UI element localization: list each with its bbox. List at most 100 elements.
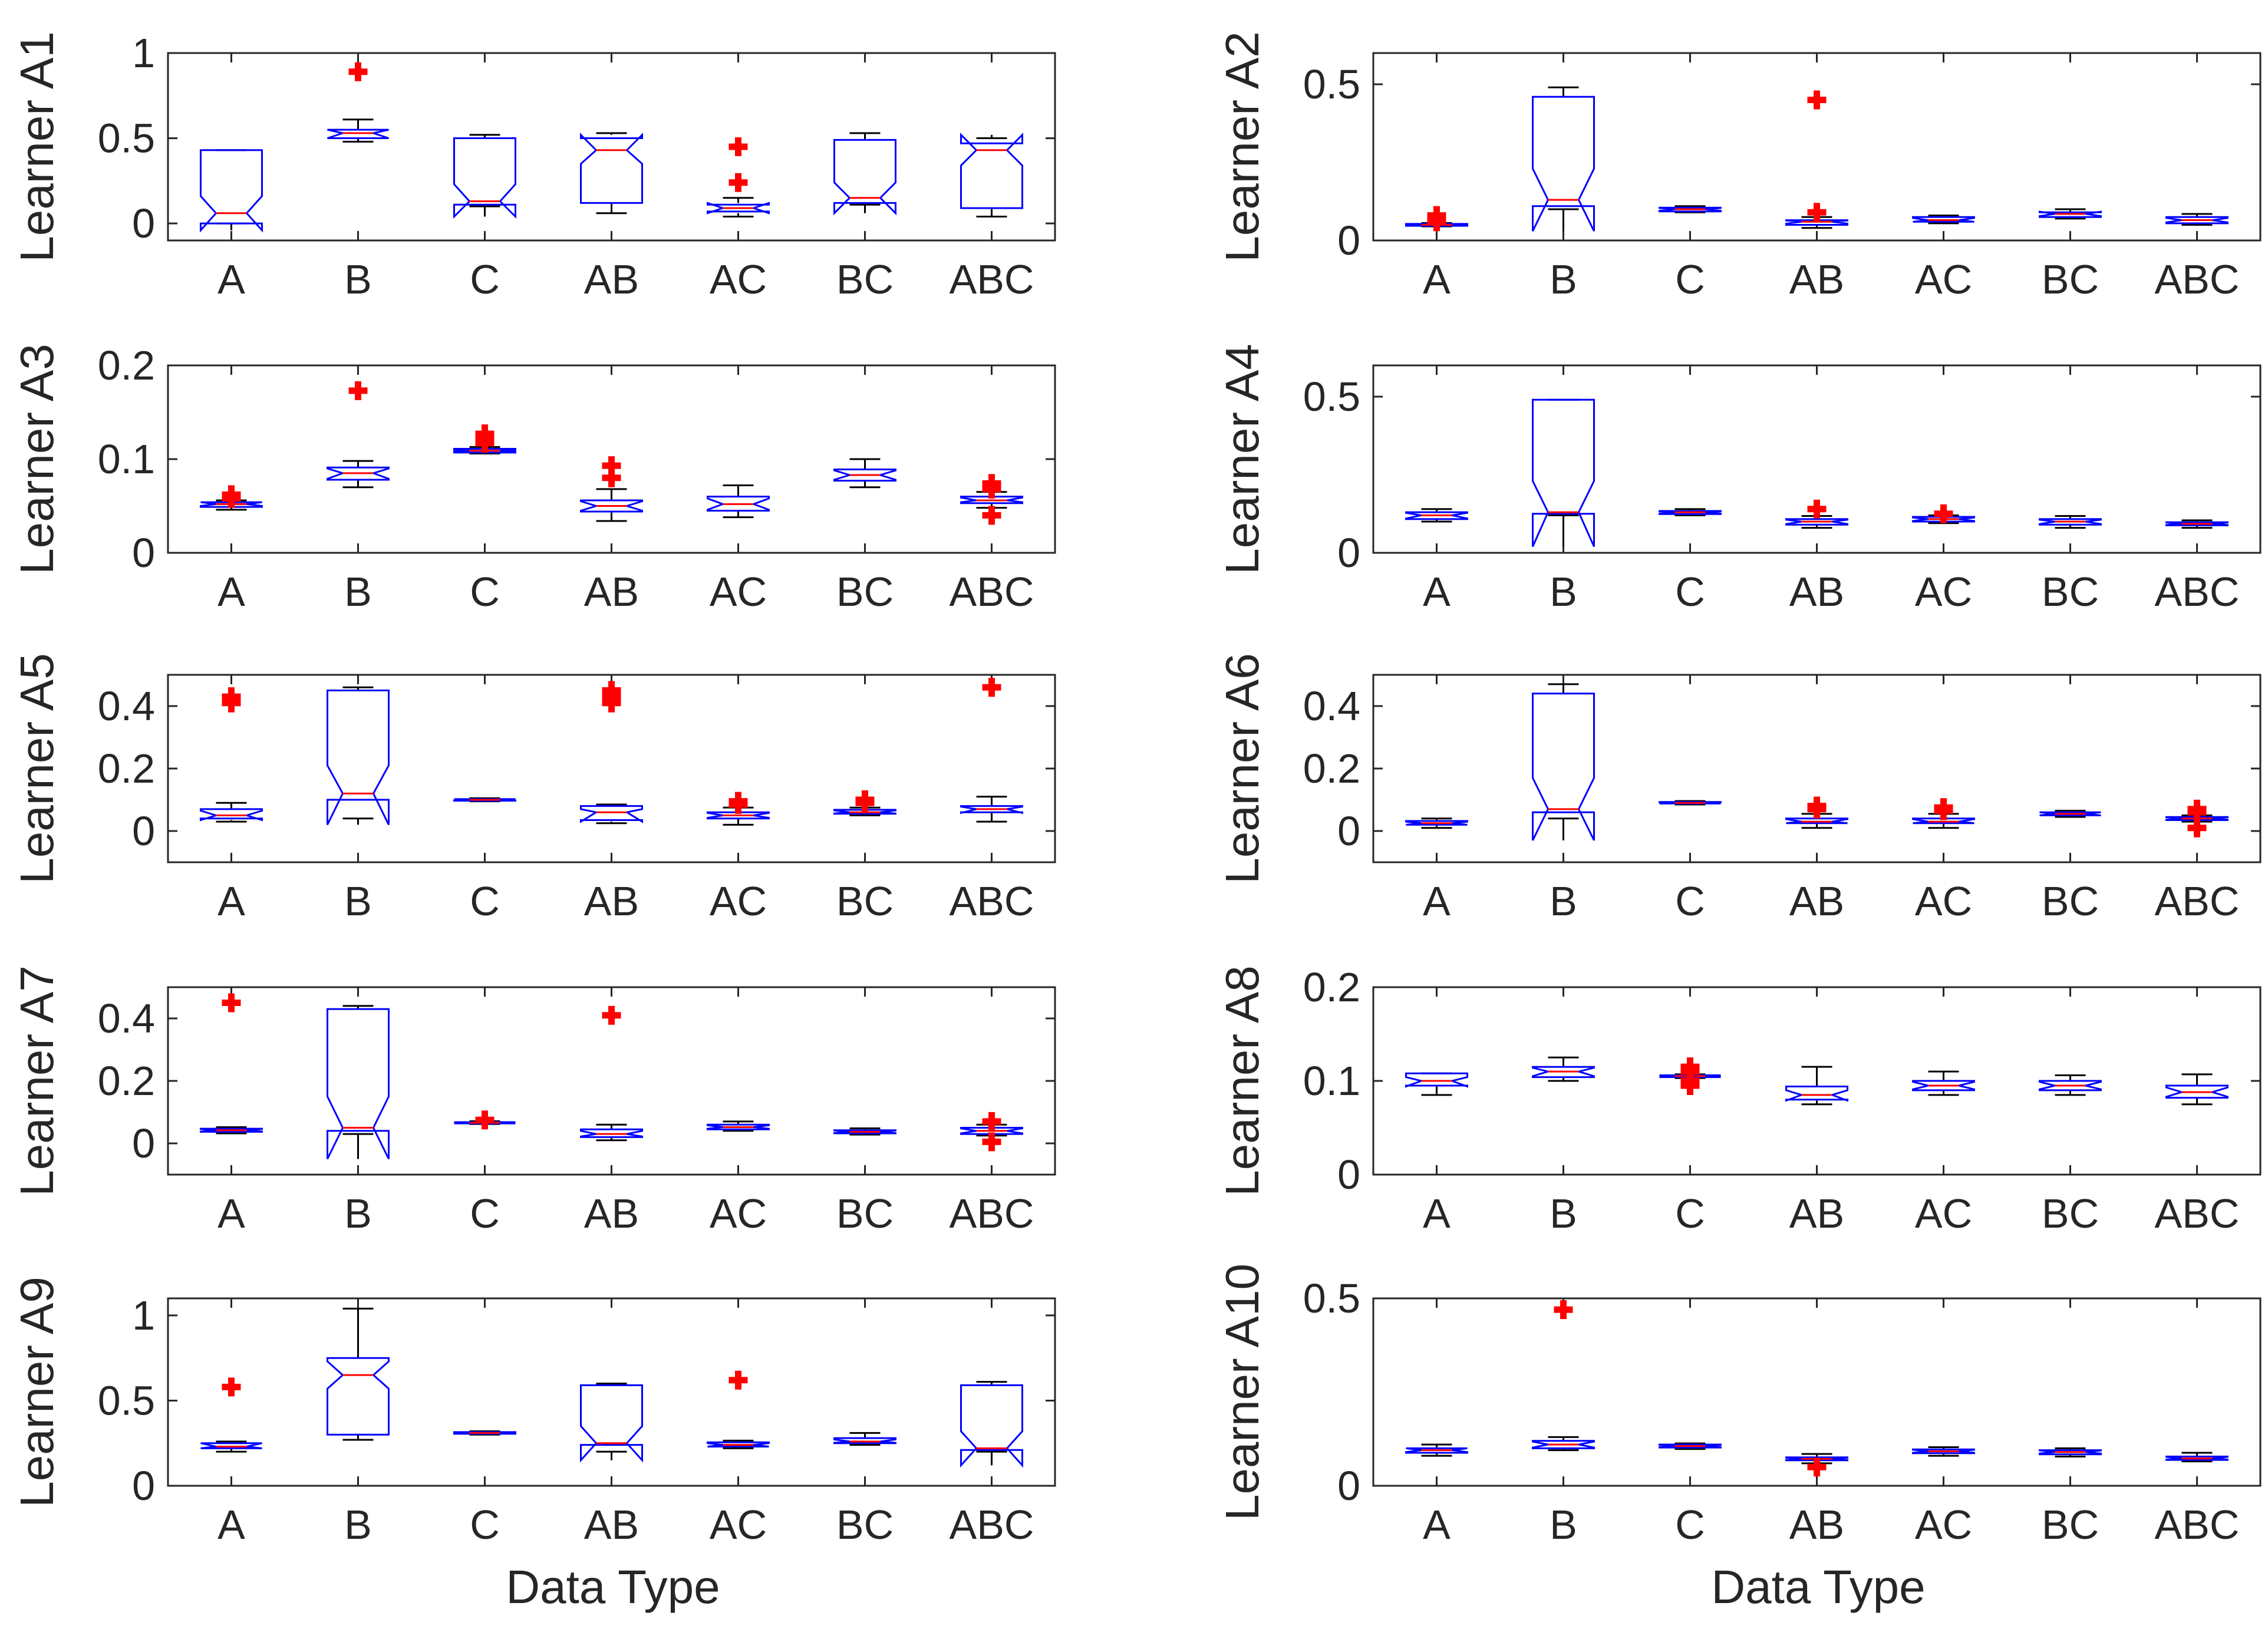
- notched-box: [327, 1357, 390, 1436]
- y-axis-label: Learner A4: [1216, 344, 1268, 574]
- x-tick-label: AB: [584, 878, 639, 924]
- x-tick-label: B: [1550, 878, 1577, 924]
- outlier-marker: [728, 1370, 748, 1390]
- notched-box: [327, 1008, 390, 1160]
- y-tick-label: 0.1: [1303, 1058, 1360, 1104]
- x-tick-label: BC: [2042, 1191, 2099, 1236]
- notched-box: [200, 1127, 263, 1133]
- outlier-marker: [1427, 206, 1446, 225]
- outlier-marker: [1807, 1457, 1827, 1477]
- notched-box: [1405, 1447, 1468, 1454]
- x-tick-label: A: [1423, 1502, 1451, 1548]
- outlier-marker: [222, 993, 241, 1013]
- x-tick-label: C: [470, 1502, 500, 1548]
- y-axis-label: Learner A3: [11, 344, 63, 574]
- notched-box: [580, 499, 643, 513]
- notched-box: [2165, 1455, 2229, 1461]
- x-tick-label: AC: [1915, 878, 1972, 924]
- outlier-marker: [982, 506, 1001, 525]
- outlier-marker: [728, 792, 748, 811]
- y-tick-label: 0: [1337, 530, 1360, 576]
- outlier-marker: [982, 1112, 1001, 1131]
- y-tick-label: 0: [1337, 1463, 1360, 1509]
- notched-box: [1532, 1066, 1595, 1079]
- y-tick-label: 1: [132, 1292, 155, 1338]
- y-axis-label: Learner A9: [11, 1277, 63, 1507]
- x-tick-label: B: [344, 878, 372, 924]
- outlier-marker: [982, 678, 1001, 697]
- outlier-marker: [348, 62, 368, 81]
- x-axis-label-right: Data Type: [1711, 1561, 1925, 1613]
- x-tick-label: AC: [710, 1191, 767, 1236]
- x-tick-label: A: [217, 1191, 245, 1236]
- y-tick-label: 0.5: [98, 1377, 155, 1423]
- outlier-marker: [602, 681, 621, 700]
- notched-box: [2165, 521, 2229, 526]
- x-tick-label: ABC: [950, 878, 1034, 924]
- x-tick-label: C: [1675, 256, 1705, 302]
- notched-box: [1912, 516, 1975, 523]
- outlier-marker: [1934, 504, 1953, 523]
- x-tick-label: ABC: [2155, 256, 2240, 302]
- notched-box: [1912, 817, 1975, 825]
- y-axis-label: Learner A8: [1216, 965, 1268, 1196]
- x-tick-label: AB: [1789, 569, 1844, 615]
- x-tick-label: A: [1423, 878, 1451, 924]
- x-tick-label: BC: [836, 1191, 894, 1236]
- notched-box: [1405, 223, 1468, 227]
- y-tick-label: 0.4: [98, 683, 155, 729]
- y-tick-label: 0.2: [1303, 964, 1360, 1010]
- y-tick-label: 0.1: [98, 436, 155, 482]
- notched-box: [1912, 216, 1975, 223]
- notched-box: [833, 139, 896, 216]
- y-tick-label: 0.4: [1303, 683, 1360, 729]
- x-tick-label: AB: [584, 1502, 639, 1548]
- y-tick-label: 0: [132, 1120, 155, 1166]
- y-tick-label: 1: [132, 30, 155, 76]
- notched-box: [707, 811, 770, 820]
- y-tick-label: 0.4: [98, 995, 155, 1041]
- outlier-marker: [728, 173, 748, 192]
- outlier-marker: [475, 1110, 495, 1130]
- x-tick-label: AB: [584, 569, 639, 615]
- x-tick-label: B: [1550, 1191, 1577, 1236]
- notched-box: [327, 466, 390, 481]
- outlier-marker: [348, 381, 368, 400]
- x-tick-label: A: [217, 1502, 245, 1548]
- notched-box: [1785, 1456, 1848, 1462]
- outlier-marker: [222, 1377, 241, 1397]
- y-tick-label: 0.2: [1303, 746, 1360, 792]
- x-axis-label-left: Data Type: [506, 1561, 720, 1613]
- x-tick-label: B: [344, 1191, 372, 1236]
- x-tick-label: BC: [2042, 1502, 2099, 1548]
- outlier-marker: [222, 485, 241, 504]
- notched-box: [1785, 1086, 1848, 1102]
- notched-box: [960, 805, 1023, 814]
- x-tick-label: C: [1675, 1191, 1705, 1236]
- notched-box: [1785, 219, 1848, 226]
- notched-box: [707, 202, 770, 215]
- x-tick-label: C: [1675, 1502, 1705, 1548]
- x-tick-label: C: [470, 256, 500, 302]
- notched-box: [960, 1127, 1023, 1135]
- notched-box: [453, 137, 516, 219]
- x-tick-label: BC: [2042, 256, 2099, 302]
- notched-box: [707, 496, 770, 512]
- notched-box: [200, 149, 263, 233]
- notched-box: [200, 501, 263, 508]
- y-tick-label: 0.2: [98, 1058, 155, 1104]
- notched-box: [2165, 816, 2229, 821]
- outlier-marker: [728, 137, 748, 156]
- y-tick-label: 0.5: [98, 116, 155, 161]
- notched-box: [453, 798, 516, 802]
- notched-box: [1405, 511, 1468, 520]
- x-tick-label: ABC: [950, 1502, 1034, 1548]
- x-tick-label: C: [1675, 878, 1705, 924]
